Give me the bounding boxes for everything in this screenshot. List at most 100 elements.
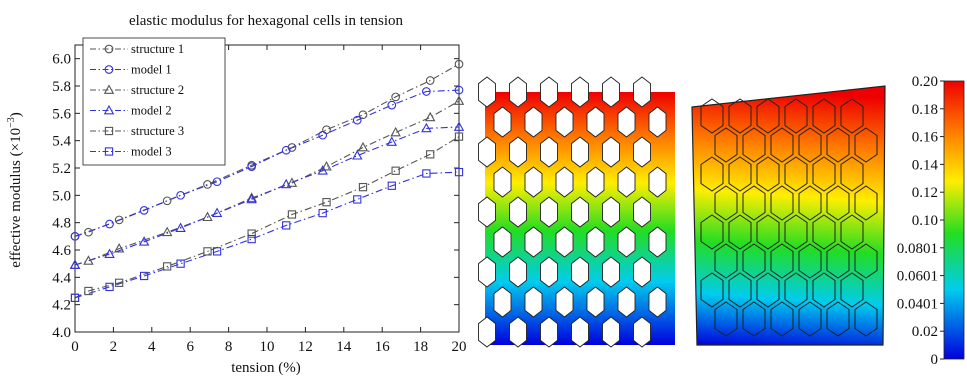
- legend-label: model 1: [131, 63, 172, 77]
- data-point-series-5: [454, 132, 464, 141]
- data-point-series-3: [321, 160, 332, 171]
- model-2-cell: [714, 127, 738, 163]
- data-point-series-5: [163, 262, 172, 271]
- colorbar-tick-label: 0.16: [912, 130, 939, 146]
- model-2-cell: [742, 127, 766, 163]
- model-2-cell: [798, 243, 822, 279]
- data-point-series-6: [454, 167, 464, 177]
- data-point-series-4: [386, 136, 398, 146]
- colorbar-tick-label: 0.12: [912, 185, 938, 201]
- chart-title: elastic modulus for hexagonal cells in t…: [129, 13, 404, 29]
- data-point-series-3: [390, 126, 401, 137]
- series-line-6: [75, 171, 459, 299]
- x-tick-label: 8: [225, 339, 233, 355]
- data-point-series-6: [212, 247, 222, 256]
- colorbar-gradient: [943, 80, 965, 360]
- model-1-hole: [478, 136, 496, 168]
- model-2-cell: [714, 301, 738, 337]
- data-point-series-6: [387, 181, 396, 190]
- model-1-hole: [617, 166, 636, 198]
- model-2-cell: [798, 185, 822, 221]
- legend-label: model 2: [131, 104, 172, 118]
- legend-label: structure 2: [131, 83, 184, 97]
- model-1-hole: [493, 166, 512, 198]
- model-1-hole: [555, 106, 574, 138]
- model-1-hole: [633, 76, 651, 108]
- model-1-hole: [540, 196, 558, 228]
- data-point-series-6: [318, 208, 327, 218]
- data-point-series-6: [353, 195, 362, 204]
- model-1-hole: [555, 166, 574, 198]
- colorbar-tick-label: 0.02: [912, 324, 938, 340]
- model-1-hole: [509, 136, 527, 168]
- model-1-hole: [648, 166, 667, 198]
- data-point-series-3: [424, 111, 436, 122]
- model-1-hole: [524, 166, 543, 198]
- y-axis-label-exponent: −3: [6, 117, 17, 128]
- y-tick-label: 5.8: [52, 79, 71, 95]
- x-tick-label: 12: [298, 339, 313, 355]
- data-point-series-2: [281, 145, 291, 155]
- x-axis-label: tension (%): [231, 360, 301, 376]
- model-1-hole: [602, 316, 620, 348]
- model-2-cell: [756, 214, 780, 250]
- model-1-hole: [633, 136, 651, 168]
- colorbar: 0.20 0.18 0.16 0.14 0.12 0.10 0.0801 0.0601 0.04…: [897, 74, 965, 368]
- x-tick-label: 18: [413, 339, 428, 355]
- model-2-cell: [756, 98, 780, 134]
- data-point-series-2: [105, 219, 114, 229]
- model-2-cell: [756, 272, 780, 308]
- y-tick-label: 4.0: [52, 325, 71, 341]
- x-tick-label: 4: [148, 339, 156, 355]
- model-2-cell: [770, 243, 794, 279]
- y-axis: 4.0 4.2 4.4 4.6 4.8 5.0 5.2 5.4 5.6 5.8 6.0: [52, 52, 459, 341]
- colorbar-tick-label: 0.0601: [897, 269, 938, 285]
- model-1-hole: [648, 286, 667, 318]
- model-1-hole: [602, 136, 620, 168]
- data-point-series-5: [358, 182, 368, 192]
- x-tick-label: 10: [260, 339, 275, 355]
- data-point-series-4: [138, 236, 150, 246]
- model-1-hole: [555, 286, 574, 318]
- model-1-hole: [617, 286, 636, 318]
- model-1-hole: [478, 76, 496, 108]
- y-tick-label: 5.4: [52, 134, 71, 150]
- model-2-cell: [840, 272, 864, 308]
- series-layer: [75, 63, 459, 299]
- colorbar-tick-label: 0.14: [912, 157, 939, 173]
- model-2-cell: [770, 127, 794, 163]
- legend-label: structure 3: [131, 124, 184, 138]
- colorbar-tick-label: 0.18: [912, 102, 938, 118]
- data-point-series-6: [105, 282, 114, 292]
- model-2-cell: [700, 272, 724, 308]
- colorbar-tick-label: 0.20: [912, 74, 938, 90]
- colorbar-ticks: 0.20 0.18 0.16 0.14 0.12 0.10 0.0801 0.0601 0.04…: [897, 74, 944, 368]
- model-2-cell: [770, 185, 794, 221]
- model-2-cell: [854, 127, 878, 163]
- data-point-series-5: [287, 210, 297, 219]
- legend-marker: [104, 147, 114, 156]
- model-1-hole: [617, 106, 636, 138]
- y-axis-label: effective modulus (×10−3): [6, 112, 24, 267]
- model-1-hole: [633, 256, 651, 288]
- data-point-series-1: [203, 180, 212, 189]
- model-1-hole: [478, 256, 496, 288]
- data-point-series-2: [352, 115, 362, 125]
- legend-marker: [104, 44, 114, 54]
- model-1-hole: [524, 226, 543, 258]
- legend-label: model 3: [131, 145, 172, 159]
- model-2-cell: [826, 185, 850, 221]
- data-point-series-3: [357, 141, 369, 152]
- x-tick-label: 6: [186, 339, 194, 355]
- data-point-series-5: [322, 198, 331, 207]
- data-point-series-4: [246, 193, 257, 204]
- data-point-series-3: [161, 226, 173, 237]
- colorbar-tick-label: 0: [931, 352, 939, 368]
- data-point-series-2: [212, 177, 222, 187]
- model-1-hole: [493, 226, 512, 258]
- x-tick-label: 16: [375, 339, 391, 355]
- data-point-series-4: [175, 222, 186, 232]
- model-1-hole: [509, 196, 527, 228]
- model-1-hole: [524, 106, 543, 138]
- data-point-series-5: [247, 229, 256, 238]
